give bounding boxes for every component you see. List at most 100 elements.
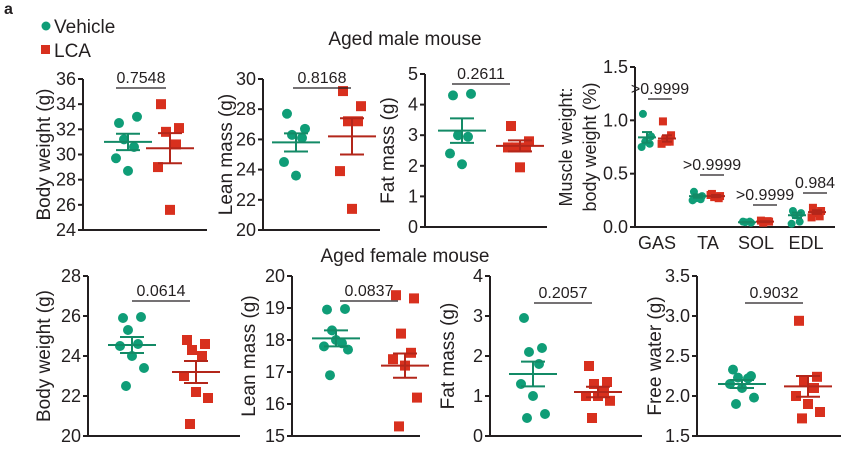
data-point-lca bbox=[343, 116, 353, 127]
y-tick-label: 3 bbox=[408, 125, 418, 145]
data-point-lca bbox=[797, 413, 807, 424]
data-point-lca bbox=[587, 413, 597, 423]
data-point-vehicle bbox=[463, 131, 473, 142]
data-point-lca bbox=[815, 407, 825, 417]
p-value-label: 0.984 bbox=[795, 175, 835, 192]
data-point-lca bbox=[174, 123, 184, 134]
data-point-lca bbox=[353, 116, 363, 127]
data-point-lca bbox=[388, 354, 398, 365]
data-point-vehicle bbox=[537, 343, 547, 353]
data-point-lca bbox=[165, 204, 175, 215]
data-point-vehicle bbox=[749, 392, 759, 403]
y-tick-label: 16 bbox=[265, 394, 285, 414]
data-point-vehicle bbox=[139, 363, 149, 373]
data-point-vehicle bbox=[466, 88, 476, 99]
y-axis-label: Free water (g) bbox=[645, 296, 666, 415]
data-point-lca bbox=[153, 162, 163, 173]
y-tick-label: 24 bbox=[56, 220, 76, 240]
data-point-vehicle bbox=[795, 217, 804, 226]
y-tick-label: 20 bbox=[265, 266, 285, 286]
data-point-vehicle bbox=[340, 303, 350, 314]
data-point-vehicle bbox=[534, 359, 544, 369]
y-tick-label: 5 bbox=[408, 64, 418, 84]
data-point-vehicle bbox=[132, 111, 142, 122]
y-tick-label: 0 bbox=[408, 217, 418, 237]
y-axis-label: Body weight (g) bbox=[34, 88, 55, 220]
legend-vehicle-label: Vehicle bbox=[54, 17, 115, 38]
y-tick-label: 0.5 bbox=[603, 164, 628, 184]
y-tick-label: 36 bbox=[56, 69, 76, 89]
data-point-lca bbox=[706, 191, 715, 199]
y-axis-label: Lean mass (g) bbox=[239, 295, 260, 416]
y-axis-label: Fat mass (g) bbox=[378, 97, 399, 204]
data-point-lca bbox=[171, 139, 181, 150]
data-point-lca bbox=[347, 203, 357, 214]
y-tick-label: 26 bbox=[56, 195, 76, 215]
y-tick-label: 17 bbox=[265, 362, 285, 382]
data-point-vehicle bbox=[123, 165, 133, 176]
y-axis-label: Fat mass (g) bbox=[438, 303, 459, 410]
legend-lca-marker bbox=[41, 45, 50, 54]
x-tick-label: EDL bbox=[788, 233, 823, 253]
data-point-vehicle bbox=[121, 381, 131, 391]
y-tick-label: 15 bbox=[265, 426, 285, 446]
data-point-vehicle bbox=[519, 313, 529, 323]
data-point-lca bbox=[191, 387, 201, 397]
data-point-vehicle bbox=[322, 304, 332, 315]
data-point-lca bbox=[605, 395, 615, 406]
p-value-label: 0.2057 bbox=[539, 285, 588, 302]
data-point-lca bbox=[409, 293, 419, 304]
y-tick-label: 32 bbox=[56, 119, 76, 139]
p-value-label: >0.9999 bbox=[736, 187, 794, 204]
data-point-lca bbox=[799, 376, 809, 387]
data-point-lca bbox=[156, 99, 166, 110]
y-tick-label: 2.0 bbox=[665, 386, 690, 406]
data-point-lca bbox=[808, 203, 817, 212]
data-point-vehicle bbox=[448, 90, 458, 101]
p-value-label: 0.8168 bbox=[298, 70, 347, 87]
y-axis-label: body weight (%) bbox=[580, 82, 600, 211]
y-tick-label: 1.5 bbox=[665, 426, 690, 446]
data-point-lca bbox=[182, 335, 192, 345]
data-point-lca bbox=[521, 142, 531, 153]
y-tick-label: 2 bbox=[408, 156, 418, 176]
data-point-vehicle bbox=[638, 109, 647, 118]
data-point-vehicle bbox=[728, 364, 738, 375]
y-tick-label: 4 bbox=[408, 95, 418, 115]
data-point-vehicle bbox=[136, 312, 146, 322]
y-tick-label: 20 bbox=[236, 220, 256, 240]
data-point-vehicle bbox=[453, 130, 463, 141]
y-tick-label: 4 bbox=[473, 266, 483, 286]
data-point-lca bbox=[161, 126, 171, 137]
data-point-lca bbox=[179, 371, 189, 381]
y-tick-label: 30 bbox=[56, 145, 76, 165]
y-tick-label: 28 bbox=[56, 170, 76, 190]
data-point-lca bbox=[338, 86, 348, 97]
data-point-vehicle bbox=[524, 347, 534, 357]
data-point-lca bbox=[602, 377, 612, 387]
data-point-lca bbox=[803, 399, 813, 409]
y-tick-label: 18 bbox=[265, 330, 285, 350]
data-point-lca bbox=[515, 162, 525, 173]
data-point-lca bbox=[657, 139, 666, 148]
data-point-lca bbox=[197, 351, 207, 361]
y-tick-label: 3.5 bbox=[665, 266, 690, 286]
p-value-label: 0.0837 bbox=[345, 283, 394, 300]
y-tick-label: 0.0 bbox=[603, 217, 628, 237]
p-value-label: 0.7548 bbox=[117, 70, 166, 87]
p-value-label: 0.0614 bbox=[137, 283, 186, 300]
data-point-vehicle bbox=[731, 399, 741, 409]
y-tick-label: 1 bbox=[408, 186, 418, 206]
y-tick-label: 2.5 bbox=[665, 346, 690, 366]
y-tick-label: 28 bbox=[61, 266, 81, 286]
data-point-vehicle bbox=[291, 170, 301, 181]
p-value-label: >0.9999 bbox=[683, 157, 741, 174]
data-point-lca bbox=[185, 419, 195, 429]
data-point-vehicle bbox=[522, 413, 532, 423]
data-point-lca bbox=[714, 194, 723, 203]
row-title-female: Aged female mouse bbox=[321, 246, 490, 267]
y-axis-label: Muscle weight: bbox=[556, 87, 576, 206]
y-tick-label: 19 bbox=[265, 298, 285, 318]
y-tick-label: 0 bbox=[473, 426, 483, 446]
data-point-lca bbox=[511, 142, 521, 153]
